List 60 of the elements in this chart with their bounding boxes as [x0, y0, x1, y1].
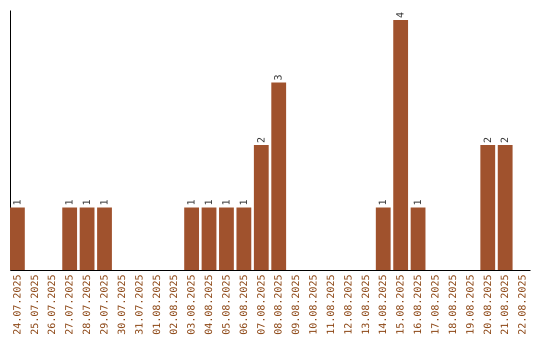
x-tick-label: 30.07.2025	[116, 274, 128, 335]
data-label: 1	[100, 199, 111, 206]
data-label: 1	[82, 199, 94, 206]
x-tick-label: 25.07.2025	[30, 274, 41, 335]
data-label: 2	[500, 136, 512, 143]
x-tick-label: 03.08.2025	[186, 274, 198, 335]
data-label: 1	[186, 199, 198, 206]
data-label: 1	[204, 199, 216, 206]
bar	[202, 208, 216, 270]
data-label: 4	[396, 12, 407, 18]
x-tick-label: 29.07.2025	[100, 274, 111, 335]
data-label: 1	[64, 199, 76, 206]
x-tick-label: 22.08.2025	[518, 274, 529, 335]
x-tick-label: 09.08.2025	[291, 274, 302, 335]
bar	[97, 208, 112, 270]
x-tick-label: 27.07.2025	[64, 274, 76, 335]
x-tick-label: 08.08.2025	[274, 274, 285, 335]
data-label: 1	[413, 199, 424, 206]
x-tick-label: 18.08.2025	[448, 274, 459, 335]
data-label: 1	[221, 199, 232, 206]
x-tick-label: 24.07.2025	[12, 274, 24, 335]
x-tick-label: 11.08.2025	[326, 274, 337, 335]
data-label: 1	[238, 199, 250, 206]
bar	[80, 208, 94, 270]
bar	[376, 208, 391, 270]
x-tick-label: 04.08.2025	[204, 274, 216, 335]
bar	[219, 208, 234, 270]
bar	[480, 145, 496, 270]
x-tick-label: 01.08.2025	[152, 274, 163, 335]
bar	[10, 208, 25, 270]
x-tick-label: 21.08.2025	[500, 274, 512, 335]
data-label: 2	[256, 136, 268, 143]
data-label: 1	[378, 199, 390, 206]
x-tick-label: 06.08.2025	[238, 274, 250, 335]
x-tick-label: 02.08.2025	[169, 274, 180, 335]
x-tick-label: 19.08.2025	[465, 274, 476, 335]
bar	[62, 208, 78, 270]
x-tick-label: 16.08.2025	[413, 274, 424, 335]
data-label: 3	[274, 74, 285, 80]
x-tick-label: 05.08.2025	[221, 274, 232, 335]
x-tick-label: 26.07.2025	[47, 274, 58, 335]
bar	[236, 208, 252, 270]
data-label: 1	[12, 199, 24, 206]
x-tick-label: 28.07.2025	[82, 274, 94, 335]
bar	[410, 208, 426, 270]
x-tick-label: 17.08.2025	[430, 274, 442, 335]
bar	[271, 82, 286, 270]
x-tick-label: 20.08.2025	[482, 274, 494, 335]
x-tick-label: 31.07.2025	[134, 274, 146, 335]
bar	[498, 145, 513, 270]
x-tick-label: 12.08.2025	[343, 274, 354, 335]
data-label: 2	[482, 136, 494, 143]
x-tick-label: 10.08.2025	[308, 274, 320, 335]
x-tick-label: 07.08.2025	[256, 274, 268, 335]
x-tick-label: 13.08.2025	[360, 274, 372, 335]
x-tick-label: 15.08.2025	[396, 274, 407, 335]
bar	[254, 145, 269, 270]
bar	[393, 20, 408, 270]
x-tick-label: 14.08.2025	[378, 274, 390, 335]
bar	[184, 208, 200, 270]
